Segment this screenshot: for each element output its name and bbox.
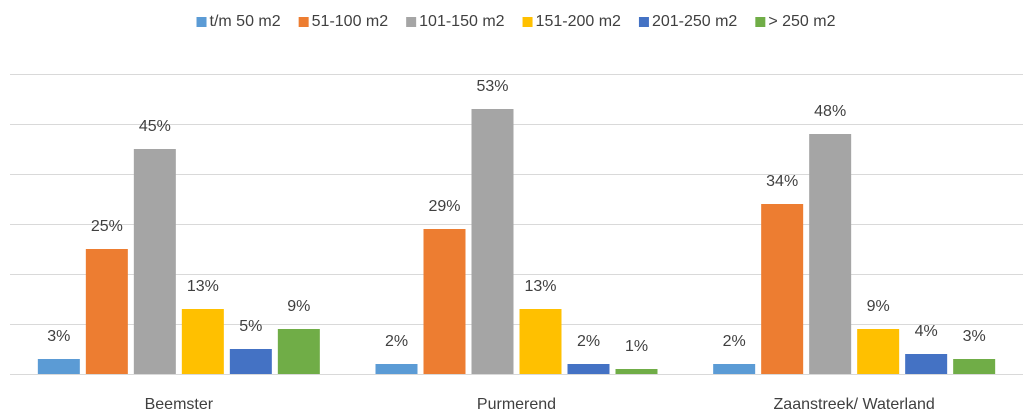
legend: t/m 50 m2 51-100 m2 101-150 m2 151-200 m2 20… — [196, 13, 836, 30]
data-label: 13% — [187, 278, 219, 295]
legend-label: 51-100 m2 — [312, 13, 389, 30]
legend-swatch — [638, 17, 649, 27]
bar — [277, 329, 320, 374]
legend-label: > 250 m2 — [768, 13, 835, 30]
data-label: 2% — [577, 333, 600, 350]
data-label: 4% — [915, 323, 938, 340]
data-label: 2% — [723, 333, 746, 350]
legend-label: 151-200 m2 — [536, 13, 621, 30]
bar — [37, 359, 80, 374]
legend-swatch — [755, 17, 766, 27]
legend-label: 101-150 m2 — [419, 13, 504, 30]
bar — [713, 364, 756, 374]
bar — [615, 369, 658, 374]
bar — [85, 249, 128, 374]
bar — [519, 309, 562, 374]
data-label: 25% — [91, 218, 123, 235]
data-label: 2% — [385, 333, 408, 350]
x-tick-label: Purmerend — [477, 396, 556, 413]
data-label: 9% — [287, 298, 310, 315]
legend-label: 201-250 m2 — [652, 13, 737, 30]
data-label: 13% — [524, 278, 556, 295]
bar — [375, 364, 418, 374]
data-label: 45% — [139, 118, 171, 135]
data-label: 5% — [239, 318, 262, 335]
data-label: 53% — [476, 78, 508, 95]
bar — [809, 134, 852, 374]
bar — [857, 329, 900, 374]
bar — [423, 229, 466, 374]
x-tick-label: Zaanstreek/ Waterland — [774, 396, 935, 413]
data-label: 1% — [625, 338, 648, 355]
legend-swatch — [196, 17, 207, 27]
data-label: 3% — [963, 328, 986, 345]
bar — [905, 354, 948, 374]
data-label: 9% — [867, 298, 890, 315]
bar — [567, 364, 610, 374]
bar — [181, 309, 224, 374]
legend-label: t/m 50 m2 — [210, 13, 281, 30]
bar — [133, 149, 176, 374]
bar — [471, 109, 514, 374]
data-label: 48% — [814, 103, 846, 120]
bar — [761, 204, 804, 374]
data-label: 3% — [47, 328, 70, 345]
legend-swatch — [298, 17, 309, 27]
data-label: 34% — [766, 173, 798, 190]
data-label: 29% — [428, 198, 460, 215]
bar — [953, 359, 996, 374]
legend-swatch — [406, 17, 417, 27]
bar — [229, 349, 272, 374]
x-tick-label: Beemster — [145, 396, 214, 413]
legend-swatch — [522, 17, 533, 27]
